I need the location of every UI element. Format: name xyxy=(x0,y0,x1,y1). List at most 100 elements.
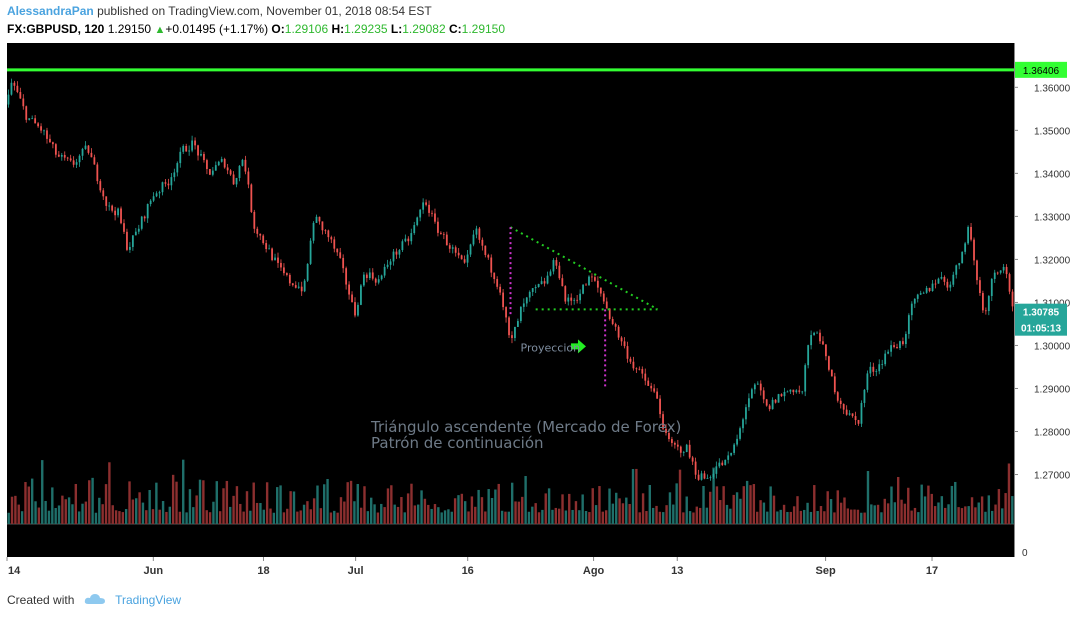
candle-body xyxy=(365,274,368,279)
candle-body xyxy=(676,444,679,447)
volume-bar xyxy=(789,511,792,524)
triangle-upper-trendline xyxy=(510,226,659,311)
candle-body xyxy=(170,177,173,186)
plot-area[interactable] xyxy=(7,43,1014,557)
candle-body xyxy=(599,287,602,294)
candle-body xyxy=(762,390,765,400)
candle-body xyxy=(475,228,478,235)
volume-bar xyxy=(504,511,507,524)
volume-bar xyxy=(702,485,705,524)
candle-body xyxy=(854,416,857,421)
candle-body xyxy=(247,171,250,185)
candle-body xyxy=(182,146,185,152)
candle-body xyxy=(555,260,558,266)
volume-bar xyxy=(886,503,890,524)
volume-bar xyxy=(453,498,457,524)
volume-bar xyxy=(369,497,373,524)
tradingview-link[interactable]: TradingView xyxy=(115,593,182,607)
candle-body xyxy=(203,154,205,161)
time-tick-label: 14 xyxy=(8,565,21,577)
price-chart[interactable]: 1.360001.350001.340001.330001.320001.310… xyxy=(0,40,1073,580)
volume-bar xyxy=(77,511,81,524)
volume-bar xyxy=(943,507,947,524)
volume-bar xyxy=(598,486,601,524)
candle-body xyxy=(19,92,22,99)
candle-body xyxy=(525,297,528,304)
candle-body xyxy=(801,391,804,393)
volume-bar xyxy=(544,493,547,524)
candle-body xyxy=(780,394,783,397)
volume-bar xyxy=(658,511,662,524)
candle-body xyxy=(579,293,582,301)
candle-body xyxy=(946,281,949,288)
candle-body xyxy=(315,216,318,223)
candle-body xyxy=(13,82,16,86)
candle-body xyxy=(232,174,235,185)
candle-body xyxy=(357,304,359,316)
candle-body xyxy=(445,234,448,246)
volume-bar xyxy=(51,487,54,524)
volume-bar xyxy=(967,506,970,524)
candle-body xyxy=(839,400,842,405)
volume-bar xyxy=(477,489,480,524)
candle-body xyxy=(919,293,922,295)
volume-bar xyxy=(329,512,333,524)
volume-bar xyxy=(866,471,870,524)
candle-body xyxy=(46,130,48,139)
candle-body xyxy=(982,293,984,311)
candle-body xyxy=(573,299,576,301)
candle-body xyxy=(371,272,374,279)
candle-body xyxy=(126,231,128,250)
volume-bar xyxy=(88,480,91,524)
candle-body xyxy=(40,126,42,131)
volume-bar xyxy=(712,467,715,524)
volume-bar xyxy=(954,481,957,524)
volume-bar xyxy=(497,483,500,524)
candle-body xyxy=(57,154,60,157)
candle-body xyxy=(99,181,102,191)
time-tick-label: Jul xyxy=(348,565,364,577)
candle-body xyxy=(813,332,815,336)
price-tick-label: 1.35000 xyxy=(1034,126,1071,137)
volume-bar xyxy=(628,503,631,524)
volume-bar xyxy=(725,504,729,524)
volume-bar xyxy=(245,491,249,524)
volume-bar xyxy=(413,505,417,524)
volume-bar xyxy=(833,512,836,524)
candle-body xyxy=(392,251,395,262)
symbol-label[interactable]: FX:GBPUSD, 120 xyxy=(7,22,105,36)
time-tick-label: 18 xyxy=(257,565,269,577)
volume-bar xyxy=(611,503,615,524)
candle-body xyxy=(564,286,567,302)
candles xyxy=(7,78,1014,481)
candle-body xyxy=(108,205,111,207)
candle-body xyxy=(312,222,315,241)
candle-body xyxy=(845,409,848,415)
volume-bar xyxy=(625,497,628,524)
volume-bar xyxy=(698,507,702,524)
volume-bar xyxy=(1004,493,1007,524)
volume-bar xyxy=(259,502,262,524)
volume-bar xyxy=(44,500,47,524)
volume-bar xyxy=(393,504,396,524)
candle-body xyxy=(922,292,925,294)
candle-body xyxy=(134,231,137,236)
candle-body xyxy=(377,279,380,283)
volume-bar xyxy=(61,495,64,524)
volume-bar xyxy=(903,503,907,524)
volume-bar xyxy=(507,511,511,524)
price-axis-background[interactable] xyxy=(1014,43,1073,557)
open-label: O: xyxy=(271,22,285,36)
volume-bar xyxy=(470,496,474,524)
volume-bar xyxy=(923,496,927,524)
candle-body xyxy=(691,457,694,462)
low-value: 1.29082 xyxy=(402,22,446,36)
candle-body xyxy=(179,151,182,164)
author-link[interactable]: AlessandraPan xyxy=(7,4,94,18)
candle-body xyxy=(724,459,727,465)
volume-bar xyxy=(907,487,910,524)
candle-body xyxy=(197,145,199,156)
candle-body xyxy=(546,275,549,284)
candle-body xyxy=(958,263,961,266)
volume-bar xyxy=(420,490,423,524)
